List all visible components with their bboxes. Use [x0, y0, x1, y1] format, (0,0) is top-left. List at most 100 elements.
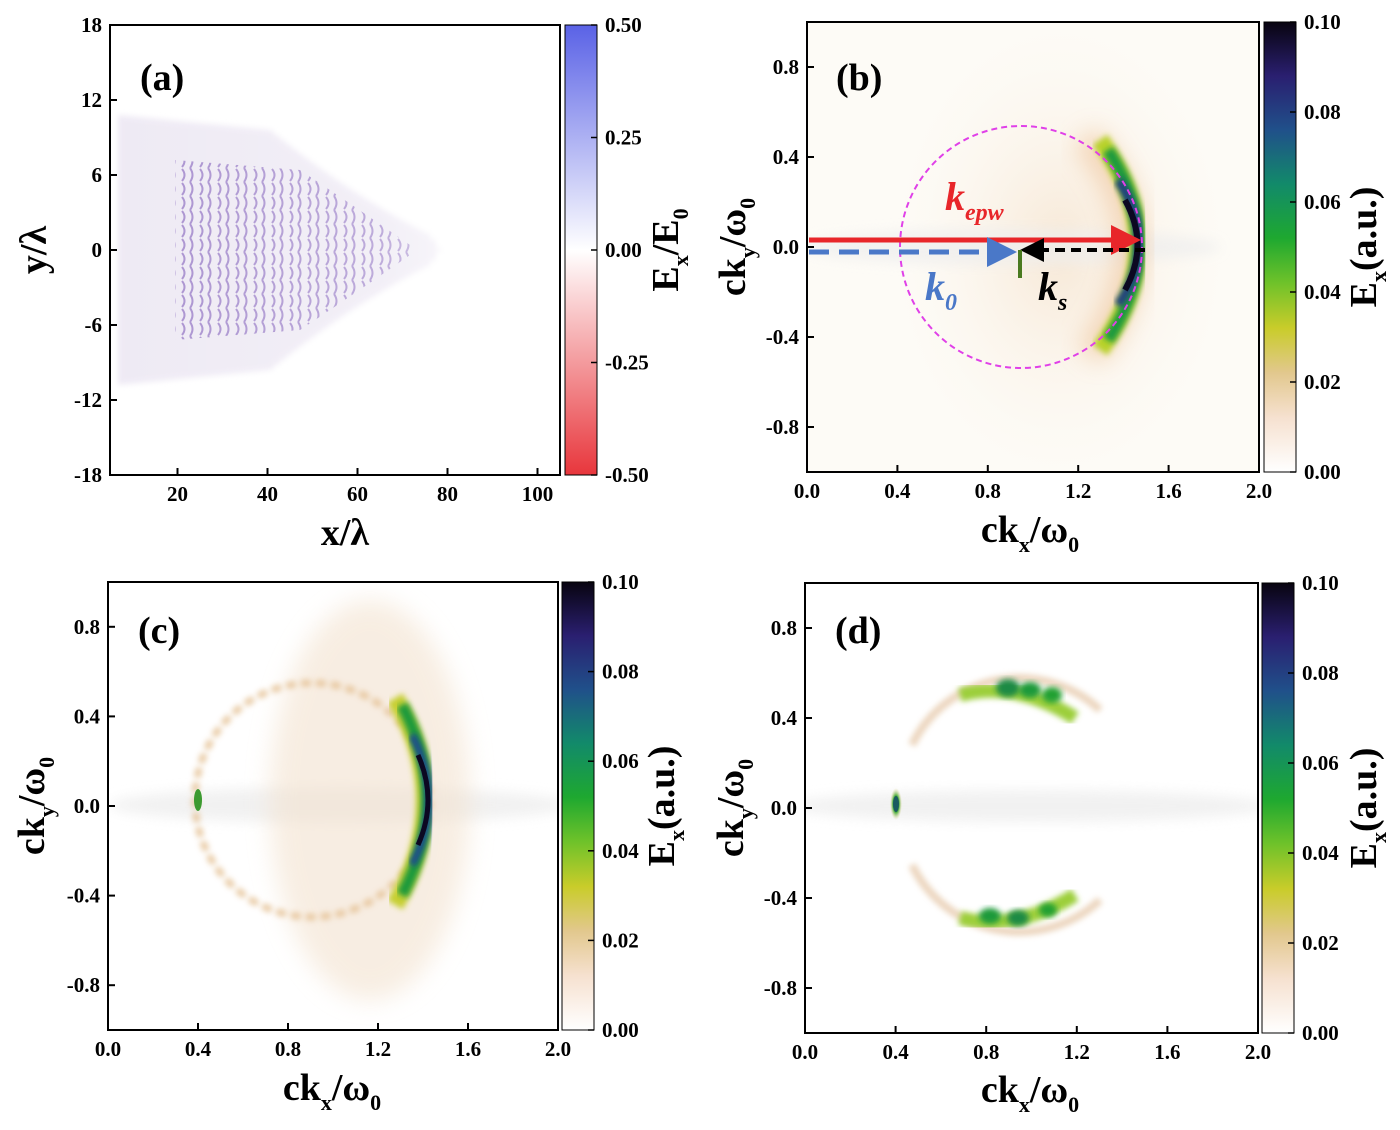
panel-c-colorbar-label: Ex(a.u.) — [641, 746, 689, 867]
panel-d-heatmap — [806, 674, 1257, 936]
panel-d-colorbar-label: Ex(a.u.) — [1343, 748, 1391, 869]
x-tick-label: 1.6 — [455, 1037, 481, 1061]
y-tick-label: 18 — [81, 13, 102, 37]
colorbar-tick-label: 0.02 — [1302, 931, 1339, 955]
colorbar-tick-label: -0.25 — [605, 351, 649, 375]
y-tick-label: 0.4 — [771, 706, 798, 730]
y-tick-label: 0.8 — [74, 615, 100, 639]
colorbar-tick-label: 0.25 — [605, 126, 642, 150]
colorbar-tick-label: 0.06 — [602, 749, 639, 773]
x-tick-label: 2.0 — [1246, 479, 1272, 503]
panel-a-colorbar-ticks: 0.50 0.25 0.00 -0.25 -0.50 — [591, 13, 649, 487]
panel-c-heatmap — [110, 600, 557, 1000]
y-tick-label: 6 — [92, 163, 103, 187]
colorbar-tick-label: 0.06 — [1302, 751, 1339, 775]
panel-c-colorbar — [561, 581, 595, 1031]
x-tick-label: 0.4 — [884, 479, 911, 503]
panel-c-ylabel: cky/ω0 — [11, 757, 59, 855]
colorbar-tick-label: 0.04 — [602, 839, 639, 863]
colorbar-tick-label: 0.50 — [605, 13, 642, 37]
y-tick-label: -0.8 — [766, 415, 799, 439]
colorbar-tick-label: -0.50 — [605, 463, 649, 487]
x-tick-label: 2.0 — [1245, 1040, 1271, 1064]
y-tick-label: 0.0 — [771, 796, 797, 820]
x-tick-label: 1.2 — [365, 1037, 391, 1061]
colorbar-tick-label: 0.04 — [1304, 280, 1341, 304]
panel-d-ylabel: cky/ω0 — [710, 759, 758, 857]
y-tick-label: 0.4 — [74, 704, 101, 728]
panel-b-ylabel: cky/ω0 — [712, 198, 760, 296]
colorbar-tick-label: 0.08 — [1302, 661, 1339, 685]
y-tick-label: -18 — [74, 463, 102, 487]
colorbar-tick-label: 0.10 — [1302, 571, 1339, 595]
colorbar-tick-label: 0.00 — [605, 238, 642, 262]
y-tick-label: 0.4 — [773, 145, 800, 169]
panel-d: 0.0 0.4 0.8 1.2 1.6 2.00.80.40.0-0.4-0.8 (d) … — [710, 571, 1391, 1117]
colorbar-tick-label: 0.00 — [602, 1018, 639, 1042]
panel-c: 0.0 0.4 0.8 1.2 1.6 2.00.80.40.0-0.4-0.8 (c) … — [11, 570, 689, 1115]
x-tick-label: 0.8 — [275, 1037, 301, 1061]
panel-a-wave-packet — [111, 100, 559, 400]
panel-d-colorbar-ticks: 0.10 0.08 0.06 0.04 0.02 0.00 — [1288, 571, 1339, 1045]
panel-d-colorbar — [1261, 582, 1295, 1034]
x-tick-label: 1.2 — [1064, 1040, 1090, 1064]
colorbar-tick-label: 0.02 — [1304, 370, 1341, 394]
y-tick-label: -6 — [85, 313, 103, 337]
panel-b-colorbar-ticks: 0.10 0.08 0.06 0.04 0.02 0.00 — [1290, 10, 1341, 484]
panel-b-xlabel: ckx/ω0 — [981, 509, 1079, 557]
y-tick-label: 0.8 — [773, 55, 799, 79]
x-tick-label: 2.0 — [545, 1037, 571, 1061]
x-tick-label: 1.6 — [1154, 1040, 1180, 1064]
y-tick-label: -0.8 — [67, 973, 100, 997]
panel-c-colorbar-ticks: 0.10 0.08 0.06 0.04 0.02 0.00 — [588, 570, 639, 1042]
colorbar-tick-label: 0.00 — [1304, 460, 1341, 484]
panel-d-label: (d) — [835, 610, 881, 652]
colorbar-tick-label: 0.08 — [602, 660, 639, 684]
x-tick-label: 0.8 — [975, 479, 1001, 503]
colorbar-tick-label: 0.02 — [602, 928, 639, 952]
y-tick-label: -0.8 — [764, 976, 797, 1000]
panel-b-colorbar — [1263, 21, 1297, 473]
x-tick-label: 0.0 — [794, 479, 820, 503]
x-tick-label: 0.0 — [792, 1040, 818, 1064]
x-tick-label: 1.2 — [1065, 479, 1091, 503]
panel-a-colorbar-label: Ex/E0 — [645, 208, 693, 291]
panel-c-xlabel: ckx/ω0 — [283, 1067, 381, 1115]
x-tick-label: 0.0 — [95, 1037, 121, 1061]
panel-b-dashed-circle — [899, 125, 1143, 369]
colorbar-tick-label: 0.10 — [1304, 10, 1341, 34]
x-tick-label: 20 — [167, 482, 188, 506]
panel-b-axes: 0.0 0.4 0.8 1.2 1.6 2.0 0.8 0.4 0.0 -0.4 -0.8 — [766, 55, 1272, 503]
colorbar-tick-label: 0.10 — [602, 570, 639, 594]
x-tick-label: 1.6 — [1155, 479, 1181, 503]
y-tick-label: -0.4 — [67, 884, 101, 908]
panel-a-xlabel: x/λ — [321, 512, 370, 554]
colorbar-tick-label: 0.04 — [1302, 841, 1339, 865]
panel-a-ylabel: y/λ — [13, 226, 55, 275]
y-tick-label: 0.0 — [773, 235, 799, 259]
y-tick-label: -12 — [74, 388, 102, 412]
y-tick-label: 0 — [92, 238, 103, 262]
colorbar-tick-label: 0.00 — [1302, 1021, 1339, 1045]
x-tick-label: 60 — [347, 482, 368, 506]
y-tick-label: 0.0 — [74, 794, 100, 818]
x-tick-label: 80 — [437, 482, 458, 506]
panel-a-label: (a) — [140, 57, 184, 99]
panel-d-axes: 0.0 0.4 0.8 1.2 1.6 2.0 0.8 0.4 0.0 -0.4 -0.8 — [764, 616, 1271, 1064]
y-tick-label: -0.4 — [764, 886, 798, 910]
panel-d-xlabel: ckx/ω0 — [981, 1069, 1079, 1117]
x-tick-label: 0.8 — [973, 1040, 999, 1064]
panel-b-label: (b) — [836, 57, 882, 99]
panel-b-colorbar-label: Ex(a.u.) — [1343, 187, 1391, 308]
y-tick-label: 0.8 — [771, 616, 797, 640]
panel-c-axes: 0.0 0.4 0.8 1.2 1.6 2.0 0.8 0.4 0.0 -0.4 -0.8 — [67, 615, 571, 1061]
y-tick-label: 12 — [81, 88, 102, 112]
colorbar-tick-label: 0.08 — [1304, 100, 1341, 124]
x-tick-label: 0.4 — [185, 1037, 212, 1061]
panel-b: kepw k0 ks 0.0 0.4 0.8 1.2 1.6 2.00.80.40.0-0… — [712, 10, 1391, 557]
colorbar-tick-label: 0.06 — [1304, 190, 1341, 214]
y-tick-label: -0.4 — [766, 325, 800, 349]
